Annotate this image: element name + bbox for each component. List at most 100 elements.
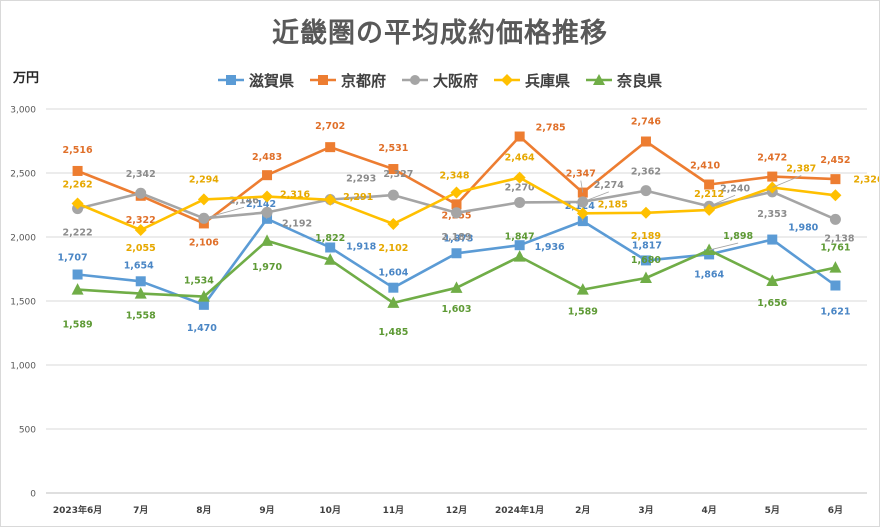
- x-tick-label: 3月: [638, 505, 653, 516]
- x-tick-label: 7月: [133, 505, 148, 516]
- data-point-marker: [576, 207, 589, 220]
- data-point-marker: [387, 217, 400, 230]
- data-label: 1,936: [535, 242, 565, 253]
- data-point-marker: [72, 165, 83, 176]
- data-label: 2,316: [280, 190, 310, 201]
- data-label: 1,470: [187, 323, 217, 334]
- data-point-marker: [576, 283, 589, 295]
- data-label: 2,410: [690, 161, 720, 172]
- legend-marker: [318, 75, 328, 85]
- data-point-marker: [324, 193, 337, 206]
- data-label: 2,452: [820, 155, 850, 166]
- data-point-marker: [261, 206, 273, 218]
- data-point-marker: [324, 253, 337, 265]
- label-leader-line: [203, 206, 244, 219]
- data-label: 1,589: [63, 320, 93, 331]
- data-point-marker: [71, 197, 84, 210]
- data-label: 1,558: [126, 311, 156, 322]
- data-point-marker: [767, 171, 778, 182]
- data-label: 2,348: [439, 170, 469, 181]
- data-point-marker: [71, 283, 84, 295]
- data-label: 1,707: [58, 253, 88, 264]
- data-point-marker: [261, 234, 274, 246]
- data-point-marker: [830, 280, 841, 291]
- data-point-marker: [640, 136, 651, 147]
- data-point-marker: [514, 196, 526, 208]
- data-point-marker: [450, 281, 463, 293]
- data-label: 1,485: [378, 327, 408, 338]
- legend-label: 京都府: [341, 72, 386, 90]
- data-point-marker: [451, 199, 462, 210]
- data-label: 1,534: [184, 276, 214, 287]
- x-tick-label: 2024年1月: [495, 504, 544, 516]
- data-point-marker: [703, 243, 716, 256]
- data-point-marker: [261, 190, 274, 203]
- data-point-marker: [197, 290, 210, 302]
- data-point-marker: [766, 274, 779, 287]
- data-label: 1,918: [346, 241, 376, 252]
- y-tick-label: 2,500: [10, 170, 36, 180]
- y-tick-label: 500: [19, 426, 36, 436]
- data-point-marker: [325, 242, 336, 253]
- data-point-marker: [198, 299, 209, 310]
- data-label: 2,102: [378, 243, 408, 254]
- data-label: 1,589: [568, 307, 598, 318]
- data-label: 2,146: [229, 195, 259, 206]
- data-point-marker: [388, 282, 399, 293]
- data-label: 2,274: [594, 180, 624, 191]
- data-label: 1,864: [694, 269, 724, 280]
- data-label: 2,327: [383, 169, 413, 180]
- data-label: 2,293: [346, 173, 376, 184]
- y-tick-label: 1,000: [10, 362, 36, 372]
- x-tick-label: 4月: [701, 505, 716, 516]
- legend-label: 滋賀県: [249, 72, 294, 90]
- data-label: 2,342: [126, 169, 156, 180]
- data-label: 1,970: [252, 262, 282, 273]
- data-point-marker: [388, 164, 399, 175]
- chart-title: 近畿圏の平均成約価格推移: [272, 18, 608, 49]
- label-leader-line: [708, 194, 736, 207]
- data-label: 2,785: [536, 123, 566, 134]
- x-tick-label: 10月: [319, 505, 341, 516]
- data-label: 1,680: [631, 255, 661, 266]
- data-point-marker: [639, 206, 652, 219]
- data-label: 2,362: [631, 167, 661, 178]
- data-label: 2,294: [189, 174, 219, 185]
- data-label: 2,189: [441, 232, 471, 243]
- legend-marker: [501, 74, 513, 86]
- data-label: 2,322: [126, 215, 156, 226]
- data-point-marker: [829, 261, 842, 273]
- data-label: 2,142: [246, 199, 276, 210]
- data-label: 2,483: [252, 152, 282, 163]
- data-label: 2,138: [824, 233, 854, 244]
- data-label: 1,873: [443, 233, 473, 244]
- data-point-marker: [514, 131, 525, 142]
- data-label: 2,189: [631, 231, 661, 242]
- data-label: 1,656: [757, 298, 787, 309]
- data-label: 2,222: [63, 228, 93, 239]
- data-point-marker: [829, 189, 842, 202]
- data-point-marker: [134, 287, 147, 299]
- data-point-marker: [640, 185, 652, 197]
- data-label: 1,603: [441, 304, 471, 315]
- data-point-marker: [704, 179, 715, 190]
- legend-label: 兵庫県: [525, 72, 570, 90]
- data-point-marker: [767, 234, 778, 245]
- x-tick-label: 8月: [196, 505, 211, 516]
- data-point-marker: [513, 250, 526, 262]
- data-label: 2,212: [694, 189, 724, 200]
- x-tick-label: 5月: [765, 505, 780, 516]
- data-label: 2,192: [282, 218, 312, 229]
- y-tick-label: 2,000: [10, 234, 36, 244]
- data-point-marker: [639, 271, 652, 283]
- x-tick-label: 2月: [575, 505, 590, 516]
- legend-label: 大阪府: [433, 72, 478, 90]
- data-label: 2,270: [505, 182, 535, 193]
- data-label: 2,262: [63, 179, 93, 190]
- data-label: 2,464: [505, 153, 535, 164]
- data-point-marker: [830, 174, 841, 185]
- data-point-marker: [72, 269, 83, 280]
- y-tick-label: 0: [30, 490, 36, 500]
